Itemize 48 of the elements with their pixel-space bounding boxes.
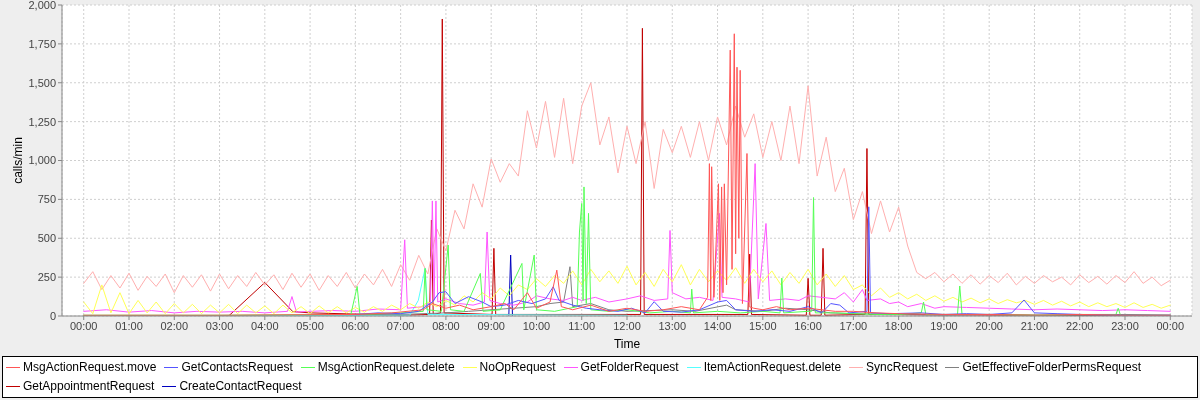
legend-label: GetContactsRequest xyxy=(181,359,293,376)
x-tick-label: 20:00 xyxy=(975,319,1003,332)
x-tick-label: 18:00 xyxy=(884,319,913,332)
legend-label: SyncRequest xyxy=(866,359,938,376)
x-tick-label: 02:00 xyxy=(160,319,189,332)
y-tick-label: 1,250 xyxy=(28,115,56,128)
x-tick-label: 21:00 xyxy=(1020,319,1049,332)
y-tick-label: 1,500 xyxy=(28,76,56,89)
line-series xyxy=(83,82,1171,294)
legend-label: MsgActionRequest.move xyxy=(23,359,157,376)
x-tick-label: 15:00 xyxy=(749,319,777,332)
y-tick-label: 1,000 xyxy=(28,154,56,167)
y-axis-title: calls/min xyxy=(11,137,26,184)
x-tick-label: 12:00 xyxy=(613,319,641,332)
x-tick-label: 13:00 xyxy=(658,319,687,332)
x-tick-label: 16:00 xyxy=(794,319,822,332)
y-tick-label: 750 xyxy=(37,193,56,206)
x-axis-title: Time xyxy=(613,337,641,351)
x-tick-label: 14:00 xyxy=(703,319,732,332)
x-tick-label: 11:00 xyxy=(568,319,596,332)
x-tick-label: 06:00 xyxy=(341,319,370,332)
y-tick-label: 2,000 xyxy=(28,0,56,11)
x-tick-label: 05:00 xyxy=(296,319,324,332)
y-tick-label: 0 xyxy=(49,309,56,322)
legend-label: ItemActionRequest.delete xyxy=(703,359,842,376)
x-tick-label: 10:00 xyxy=(522,319,551,332)
x-tick-label: 07:00 xyxy=(386,319,415,332)
legend-label: NoOpRequest xyxy=(479,359,556,376)
x-tick-label: 03:00 xyxy=(205,319,234,332)
x-tick-label: 17:00 xyxy=(839,319,868,332)
legend-label: GetFolderRequest xyxy=(580,359,679,376)
x-tick-label: 00:00 xyxy=(69,319,98,332)
legend-label: GetEffectiveFolderPermsRequest xyxy=(962,359,1141,376)
x-tick-label: 08:00 xyxy=(432,319,460,332)
y-tick-label: 500 xyxy=(37,232,56,245)
x-tick-label: 19:00 xyxy=(930,319,958,332)
y-tick-label: 250 xyxy=(37,271,56,284)
line-series xyxy=(83,163,1171,314)
legend-label: CreateContactRequest xyxy=(179,378,302,395)
x-tick-label: 04:00 xyxy=(251,319,279,332)
x-tick-label: 01:00 xyxy=(115,319,143,332)
x-tick-label: 22:00 xyxy=(1065,319,1094,332)
x-tick-label: 00:00 xyxy=(1156,319,1185,332)
legend-label: MsgActionRequest.delete xyxy=(317,359,455,376)
x-tick-label: 23:00 xyxy=(1111,319,1139,332)
x-tick-label: 09:00 xyxy=(477,319,505,332)
y-tick-label: 1,750 xyxy=(28,37,56,50)
legend-label: GetAppointmentRequest xyxy=(23,378,155,395)
